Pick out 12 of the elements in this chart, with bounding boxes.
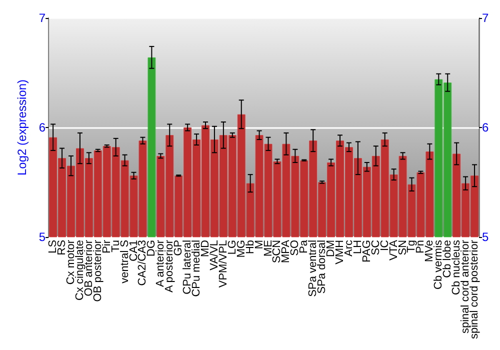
- x-tick-label: Arc: [342, 239, 355, 256]
- y-tick-label: 5: [38, 230, 46, 244]
- x-tick-label: A posterior: [164, 240, 176, 293]
- x-tick-label: spinal cord posterior: [468, 240, 481, 340]
- y2-tick-label: 5: [482, 230, 489, 244]
- y-axis-title: Log2 (expression): [15, 79, 29, 176]
- y-tick-label: 6: [38, 120, 46, 134]
- y2-tick-label: 7: [482, 11, 489, 25]
- x-tick-label: Tg: [406, 240, 418, 253]
- x-tick-label: IC: [378, 240, 391, 251]
- y-tick-label: 7: [38, 11, 46, 25]
- y2-tick-label: 6: [482, 120, 489, 134]
